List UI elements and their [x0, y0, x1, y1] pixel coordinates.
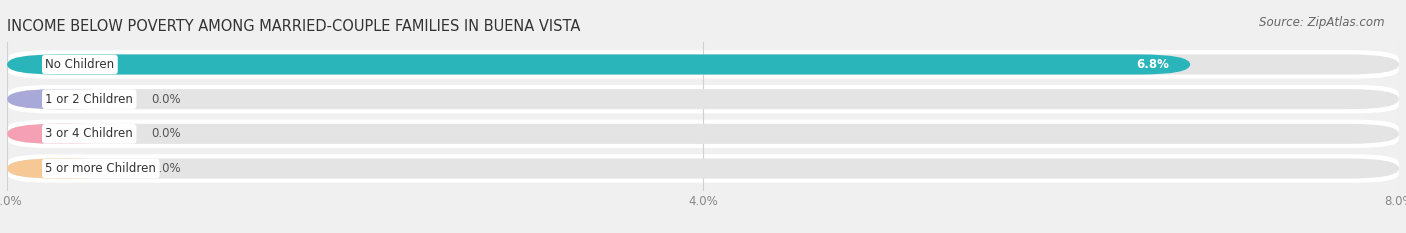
Text: No Children: No Children	[45, 58, 114, 71]
FancyBboxPatch shape	[7, 154, 1399, 183]
FancyBboxPatch shape	[7, 120, 1399, 148]
Text: 0.0%: 0.0%	[152, 93, 181, 106]
Text: 0.0%: 0.0%	[152, 127, 181, 140]
Text: INCOME BELOW POVERTY AMONG MARRIED-COUPLE FAMILIES IN BUENA VISTA: INCOME BELOW POVERTY AMONG MARRIED-COUPL…	[7, 19, 581, 34]
Text: Source: ZipAtlas.com: Source: ZipAtlas.com	[1260, 16, 1385, 29]
FancyBboxPatch shape	[7, 55, 1191, 75]
FancyBboxPatch shape	[7, 158, 1399, 178]
FancyBboxPatch shape	[7, 89, 1399, 109]
Text: 5 or more Children: 5 or more Children	[45, 162, 156, 175]
FancyBboxPatch shape	[7, 124, 1399, 144]
Text: 3 or 4 Children: 3 or 4 Children	[45, 127, 134, 140]
FancyBboxPatch shape	[7, 50, 1399, 79]
FancyBboxPatch shape	[7, 89, 120, 109]
Text: 6.8%: 6.8%	[1136, 58, 1170, 71]
FancyBboxPatch shape	[7, 158, 120, 178]
FancyBboxPatch shape	[7, 85, 1399, 113]
FancyBboxPatch shape	[7, 124, 120, 144]
FancyBboxPatch shape	[7, 55, 1399, 75]
Text: 0.0%: 0.0%	[152, 162, 181, 175]
Text: 1 or 2 Children: 1 or 2 Children	[45, 93, 134, 106]
